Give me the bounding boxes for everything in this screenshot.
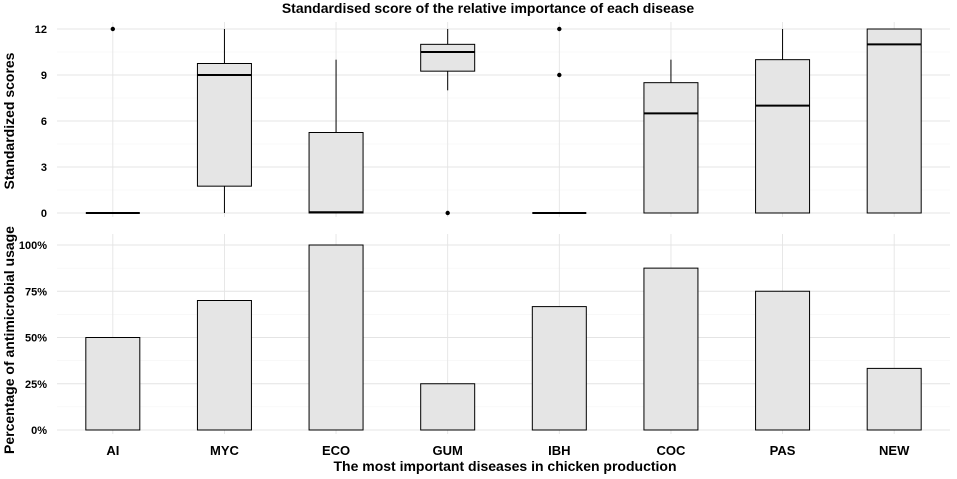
boxplot-eco <box>308 59 364 214</box>
boxplot-panel: 0 3 6 9 12 <box>35 22 950 220</box>
x-axis-title: The most important diseases in chicken p… <box>333 458 676 474</box>
bar-eco <box>308 244 364 431</box>
x-tick-label-new: NEW <box>879 443 910 458</box>
outlier-point <box>445 210 450 216</box>
bottom-y-tick-label: 50% <box>25 333 47 345</box>
boxplot-myc <box>196 29 252 213</box>
bottom-y-tick-label: 75% <box>25 286 47 298</box>
top-y-tick-label: 12 <box>35 24 47 36</box>
bottom-y-axis-title: Percentage of antimicrobial usage <box>1 226 17 454</box>
bar-gum <box>420 383 476 431</box>
iqr-box <box>196 63 252 187</box>
boxplot-gum <box>420 29 476 216</box>
outlier-point <box>557 26 562 32</box>
top-y-tick-label: 0 <box>41 208 47 220</box>
x-tick-label-coc: COC <box>656 443 686 458</box>
boxplot-pas <box>755 29 811 214</box>
x-tick-label-ibh: IBH <box>548 443 570 458</box>
outlier-point <box>110 26 116 32</box>
x-tick-label-gum: GUM <box>433 443 463 458</box>
boxplot-new <box>866 28 922 214</box>
bottom-y-tick-label: 100% <box>19 240 47 252</box>
x-tick-label-eco: ECO <box>322 443 350 458</box>
boxplot-ibh <box>532 26 587 214</box>
boxplot-coc <box>643 59 699 214</box>
bar-myc <box>196 300 252 431</box>
bar-pas <box>755 290 811 431</box>
iqr-box <box>755 59 811 214</box>
chart-title: Standardised score of the relative impor… <box>282 0 695 16</box>
top-y-tick-label: 6 <box>41 116 47 128</box>
bar-panel: 0% 25% 50% 75% 100% AI MYC ECO GUM IBH COC PAS NEW <box>19 234 950 458</box>
bar-new <box>866 367 922 431</box>
outlier-point <box>557 72 562 78</box>
top-y-axis-title: Standardized scores <box>1 52 17 189</box>
x-tick-label-ai: AI <box>106 443 119 458</box>
bar-coc <box>643 267 699 431</box>
bottom-y-tick-label: 25% <box>25 379 47 391</box>
iqr-box <box>308 132 364 214</box>
bar-ai <box>85 337 141 431</box>
x-tick-label-myc: MYC <box>210 443 240 458</box>
boxplot-ai <box>85 26 140 214</box>
iqr-box <box>643 82 699 214</box>
top-y-tick-label: 9 <box>41 70 47 82</box>
top-y-tick-label: 3 <box>41 162 47 174</box>
bottom-y-tick-label: 0% <box>31 425 47 437</box>
x-tick-label-pas: PAS <box>770 443 796 458</box>
iqr-box <box>420 43 476 72</box>
bar-ibh <box>531 306 587 431</box>
iqr-box <box>866 28 922 214</box>
